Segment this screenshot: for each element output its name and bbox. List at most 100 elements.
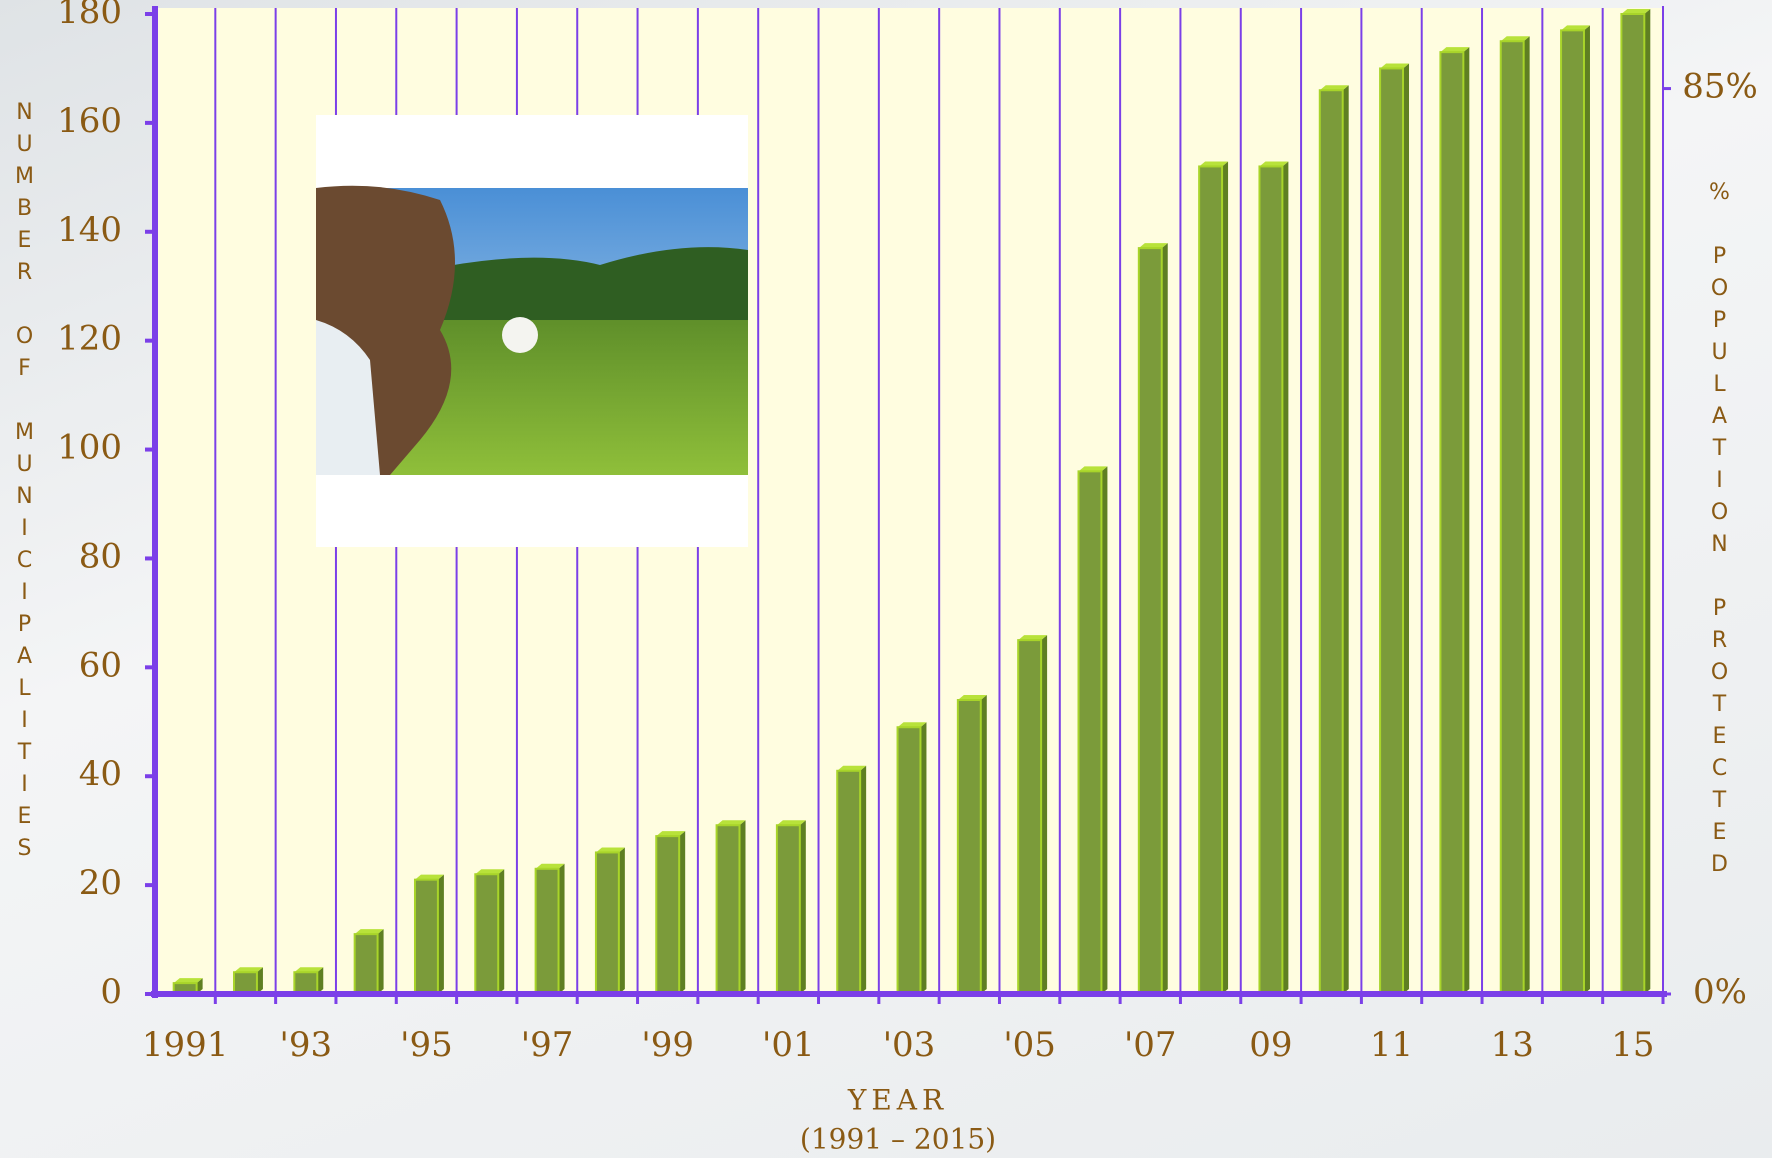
bar	[1318, 89, 1344, 995]
x-tick-label: 15	[1611, 1025, 1654, 1065]
bar	[956, 699, 982, 995]
y2-tick-label: 85%	[1682, 67, 1758, 107]
bars	[172, 9, 1651, 996]
bar-depth	[618, 847, 625, 994]
x-tick-label: 11	[1370, 1025, 1413, 1065]
bar	[413, 878, 439, 996]
bar-depth	[1523, 36, 1530, 994]
bar	[534, 867, 560, 995]
bar-depth	[1644, 9, 1651, 994]
bar-depth	[920, 722, 927, 994]
bar-depth	[196, 978, 203, 994]
bar-depth	[679, 831, 686, 994]
bar-top	[1078, 466, 1108, 472]
bar	[1017, 639, 1043, 995]
bar-depth	[739, 820, 746, 994]
bar	[1077, 470, 1103, 996]
bar-top	[1319, 85, 1349, 91]
x-tick-label: '93	[279, 1025, 332, 1065]
y-tick-label: 100	[57, 428, 122, 468]
bar	[1499, 40, 1525, 995]
bar-depth	[860, 765, 867, 994]
bar-depth	[1403, 63, 1410, 994]
bar-top	[294, 967, 324, 973]
bar-depth	[980, 695, 987, 994]
bar-top	[173, 978, 203, 984]
bar-depth	[317, 967, 324, 994]
bar	[775, 824, 801, 995]
y-tick-label: 40	[79, 754, 122, 794]
y-tick-label: 120	[57, 319, 122, 359]
bar-depth	[1463, 47, 1470, 995]
bar-top	[897, 722, 927, 728]
bar	[233, 971, 258, 996]
bar-top	[354, 929, 384, 935]
bar-top	[656, 831, 686, 837]
photo-shirt	[316, 320, 380, 475]
bar	[1620, 13, 1646, 995]
x-tick-label: '01	[762, 1025, 815, 1065]
bar-depth	[1222, 161, 1229, 994]
bar	[353, 933, 379, 995]
bar-depth	[437, 874, 444, 994]
x-axis-sublabel: (1991 – 2015)	[800, 1123, 996, 1156]
y2-axis-label: % POPULATION PROTECTED	[1707, 180, 1732, 884]
bar	[594, 851, 620, 996]
y-tick-label: 0	[100, 972, 122, 1012]
x-tick-label: '97	[521, 1025, 574, 1065]
bar-depth	[558, 863, 565, 994]
x-tick-label: '95	[400, 1025, 453, 1065]
bar-top	[1259, 161, 1289, 167]
x-tick-label: 1991	[142, 1025, 229, 1065]
y-tick-label: 160	[57, 101, 122, 141]
bar-depth	[498, 869, 505, 994]
y2-tick-label: 0%	[1693, 972, 1747, 1012]
x-tick-label: 13	[1491, 1025, 1534, 1065]
y-tick-label: 80	[79, 536, 122, 576]
bar-depth	[1161, 243, 1168, 995]
photo	[316, 115, 748, 547]
bar-top	[1561, 25, 1590, 31]
y-tick-label: 60	[79, 645, 122, 685]
bar-top	[475, 869, 505, 875]
bar-top	[957, 695, 987, 700]
bar-top	[1138, 243, 1168, 249]
bar	[896, 726, 922, 995]
x-tick-label: '07	[1124, 1025, 1177, 1065]
y-tick-label: 20	[79, 863, 122, 903]
x-tick-label: '03	[883, 1025, 936, 1065]
bar-top	[1380, 63, 1410, 69]
x-tick-label: 09	[1249, 1025, 1292, 1065]
bar-depth	[799, 820, 806, 994]
y-axis-label: NUMBER OF MUNICIPALITIES	[12, 100, 37, 868]
y-tick-label: 180	[57, 0, 122, 32]
x-axis-label: YEAR	[847, 1084, 948, 1117]
bar-depth	[377, 929, 384, 994]
bar	[1379, 67, 1405, 995]
bar-depth	[1282, 161, 1289, 994]
bar	[1258, 165, 1284, 995]
bar-top	[234, 967, 263, 973]
bar-top	[1500, 36, 1530, 42]
bar-top	[1621, 9, 1651, 14]
bar	[655, 835, 681, 995]
axes: 0 20 40 60 80 100 120 140 160 180 0% 85% 1991 '93 '95 '…	[57, 0, 1758, 1156]
bar-top	[535, 863, 565, 869]
bar	[474, 873, 500, 996]
bar	[715, 824, 741, 995]
x-tick-label: '99	[641, 1025, 694, 1065]
bar	[293, 971, 319, 996]
bar-depth	[1101, 466, 1108, 994]
bar-top	[837, 765, 867, 771]
bar-depth	[1583, 25, 1590, 995]
bar-top	[414, 874, 444, 880]
bar-depth	[1342, 85, 1349, 994]
bar	[1137, 247, 1163, 996]
bar-depth	[1041, 635, 1048, 994]
x-tick-label: '05	[1003, 1025, 1056, 1065]
y-tick-label: 140	[57, 210, 122, 250]
bar-top	[595, 847, 625, 853]
bar	[1560, 29, 1585, 996]
